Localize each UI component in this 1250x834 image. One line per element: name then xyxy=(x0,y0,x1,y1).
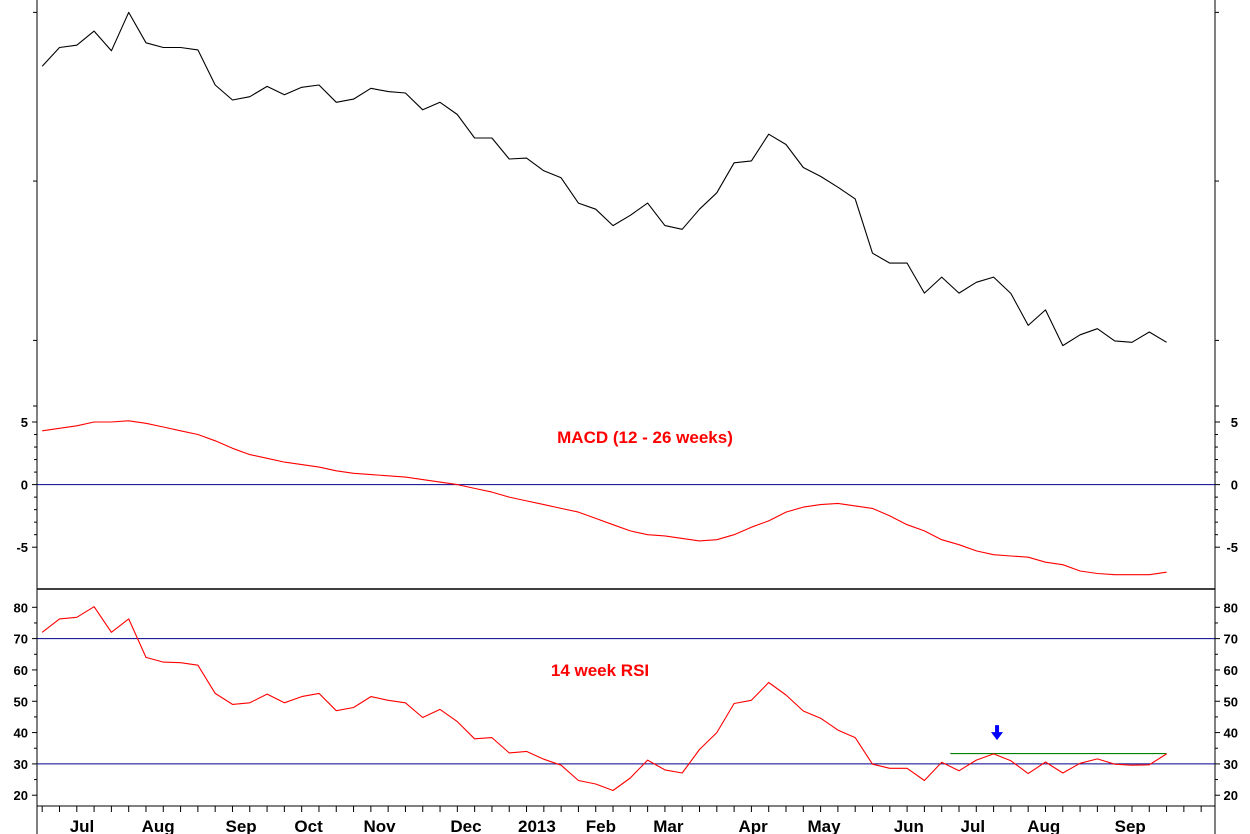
down-arrow-icon xyxy=(991,725,1004,741)
axes-layer xyxy=(32,0,1220,834)
series-layer xyxy=(41,11,1167,792)
x-label-nov: Nov xyxy=(363,817,396,834)
rsi-y-label-left: 60 xyxy=(14,663,28,678)
macd-y-label-right: 0 xyxy=(1231,478,1238,493)
rsi-series-line xyxy=(41,606,1167,792)
rsi-y-label-left: 50 xyxy=(14,694,28,709)
x-label-mar: Mar xyxy=(653,817,684,834)
rsi-y-label-left: 20 xyxy=(14,788,28,803)
x-label-2013: 2013 xyxy=(518,817,556,834)
rsi-panel-title: 14 week RSI xyxy=(551,661,649,680)
rsi-y-label-right: 50 xyxy=(1224,694,1238,709)
x-label-jun: Jun xyxy=(894,817,924,834)
macd-panel-title: MACD (12 - 26 weeks) xyxy=(557,428,733,447)
x-label-jul: Jul xyxy=(961,817,986,834)
rsi-y-label-left: 80 xyxy=(14,600,28,615)
macd-y-label-right: 5 xyxy=(1231,415,1238,430)
x-label-aug: Aug xyxy=(142,817,175,834)
macd-y-label-left: 0 xyxy=(21,478,28,493)
rsi-y-label-left: 30 xyxy=(14,757,28,772)
x-label-dec: Dec xyxy=(450,817,481,834)
x-label-aug: Aug xyxy=(1027,817,1060,834)
signal-marker xyxy=(991,725,1004,741)
rsi-y-label-left: 70 xyxy=(14,632,28,647)
reference-lines xyxy=(37,484,1215,765)
down-arrow-shaft xyxy=(995,725,1000,734)
macd-series-line xyxy=(42,420,1167,576)
x-label-apr: Apr xyxy=(739,817,769,834)
rsi-y-label-right: 60 xyxy=(1224,663,1238,678)
price-series-line xyxy=(41,11,1167,347)
x-label-jul: Jul xyxy=(70,817,95,834)
rsi-y-label-right: 80 xyxy=(1224,600,1238,615)
x-label-may: May xyxy=(808,817,842,834)
rsi-y-label-right: 30 xyxy=(1224,757,1238,772)
macd-y-label-right: -5 xyxy=(1226,540,1238,555)
x-label-feb: Feb xyxy=(586,817,616,834)
rsi-y-label-left: 40 xyxy=(14,726,28,741)
rsi-y-label-right: 40 xyxy=(1224,726,1238,741)
macd-y-label-left: -5 xyxy=(16,540,28,555)
rsi-y-label-right: 20 xyxy=(1224,788,1238,803)
x-label-sep: Sep xyxy=(1115,817,1146,834)
rsi-y-label-right: 70 xyxy=(1224,632,1238,647)
x-label-sep: Sep xyxy=(226,817,257,834)
down-arrow-head xyxy=(991,732,1004,741)
macd-y-label-left: 5 xyxy=(21,415,28,430)
x-label-oct: Oct xyxy=(294,817,323,834)
